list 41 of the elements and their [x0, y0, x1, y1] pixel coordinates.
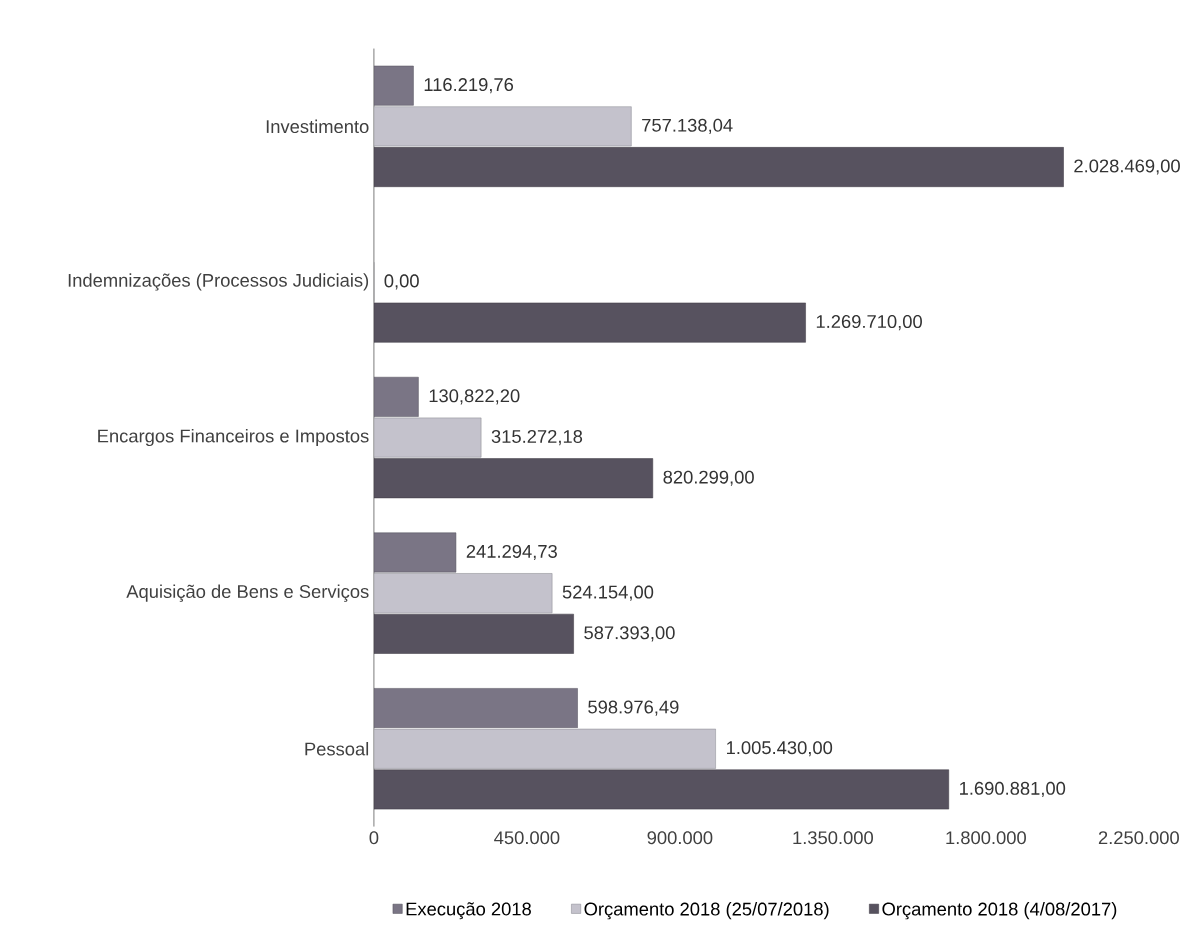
data-label: 820.299,00 — [663, 470, 754, 486]
x-tick-label: 900.000 — [647, 831, 713, 845]
data-label: 0,00 — [384, 274, 419, 290]
data-label: 587.393,00 — [584, 626, 675, 642]
bar — [373, 106, 632, 147]
y-tick-label: Investimento — [266, 119, 369, 134]
y-tick-label: Aquisição de Bens e Serviços — [126, 584, 369, 602]
data-label: 2.028.469,00 — [1074, 159, 1180, 175]
x-tick-label: 1.350.000 — [793, 831, 873, 845]
data-label: 116.219,76 — [424, 78, 514, 94]
data-label: 1.005.430,00 — [727, 741, 833, 757]
bar — [373, 728, 716, 769]
bar — [373, 769, 949, 810]
x-tick-label: 450.000 — [494, 831, 560, 845]
bar — [373, 417, 482, 458]
data-label: 241.294,73 — [466, 544, 557, 561]
data-label: 1.269.710,00 — [816, 314, 922, 331]
x-tick-label: 1.800.000 — [946, 831, 1026, 845]
bar — [373, 376, 419, 417]
y-tick-label: Pessoal — [305, 741, 369, 756]
bar — [373, 65, 414, 106]
data-label: 1.690.881,00 — [960, 781, 1066, 797]
legend-label: Execução 2018 — [406, 902, 531, 920]
x-tick-label: 2.250.000 — [1098, 831, 1179, 845]
legend-label: Orçamento 2018 (4/08/2017) — [882, 902, 1117, 920]
data-label: 130,822,20 — [429, 389, 520, 405]
legend-label: Orçamento 2018 (25/07/2018) — [584, 902, 829, 920]
bar — [373, 147, 1064, 187]
x-tick-label: 0 — [369, 831, 379, 845]
data-label: 524.154,00 — [562, 585, 654, 601]
bar — [373, 302, 806, 343]
y-tick-label: Encargos Financeiros e Impostos — [98, 428, 369, 447]
bar — [373, 573, 553, 614]
data-label: 757.138,04 — [642, 118, 733, 134]
bar — [373, 458, 654, 499]
bar — [373, 688, 578, 728]
data-label: 315.272,18 — [491, 429, 583, 446]
y-tick-label: Indemnizações (Processos Judiciais) — [68, 273, 369, 291]
bar — [373, 613, 574, 654]
bar — [373, 532, 457, 573]
data-label: 598.976,49 — [588, 700, 679, 716]
